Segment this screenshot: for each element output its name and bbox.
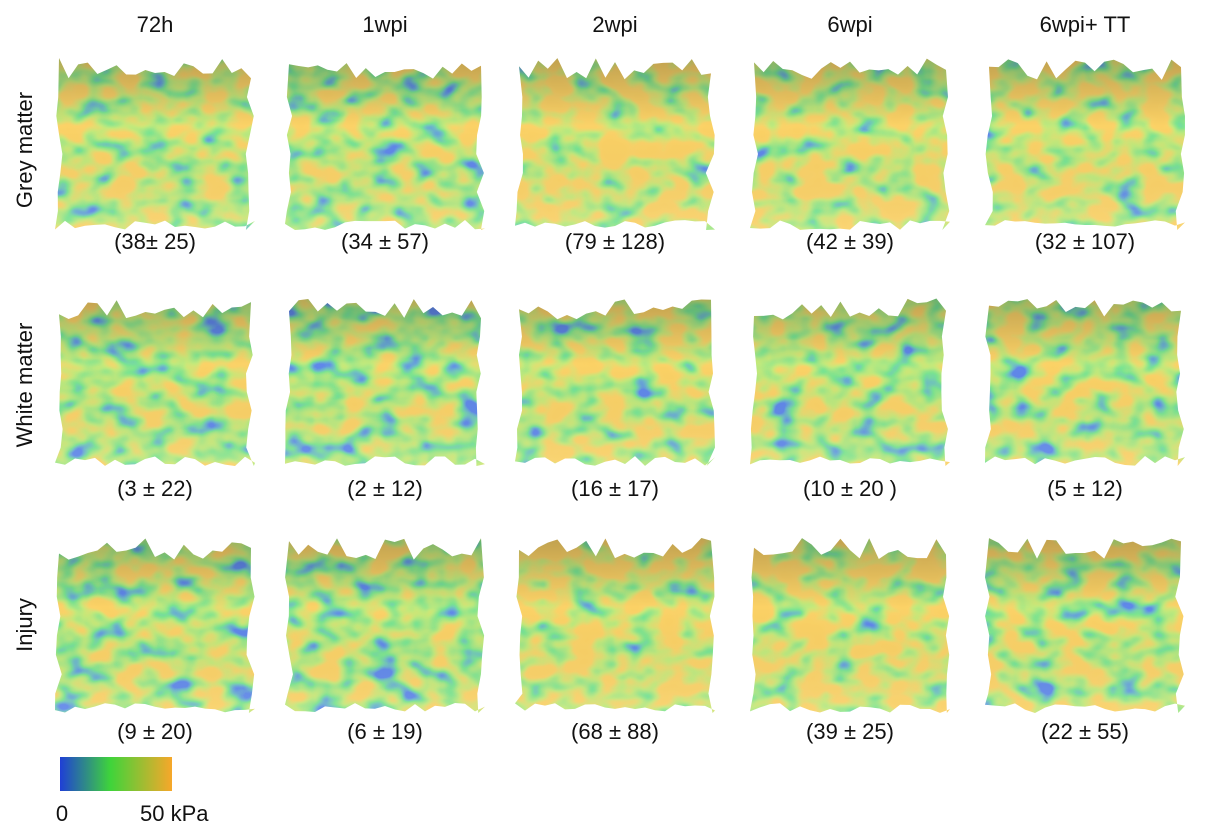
colorbar-max: 50 kPa (140, 801, 209, 826)
cell-caption: (42 ± 39) (806, 229, 894, 254)
stiffness-map (285, 63, 485, 230)
stiffness-map (515, 58, 715, 230)
stiffness-map (285, 298, 485, 466)
stiffness-map (285, 538, 485, 713)
cell-caption: (10 ± 20 ) (803, 476, 897, 501)
stiffness-map (55, 538, 255, 713)
cell-caption: (6 ± 19) (347, 719, 423, 744)
cell-caption: (39 ± 25) (806, 719, 894, 744)
cell-caption: (32 ± 107) (1035, 229, 1135, 254)
colorbar-min: 0 (56, 801, 68, 826)
cell-caption: (16 ± 17) (571, 476, 659, 501)
colorbar (60, 757, 172, 791)
cell-caption: (79 ± 128) (565, 229, 665, 254)
stiffness-map (985, 59, 1185, 230)
column-header: 6wpi+ TT (1040, 12, 1131, 37)
cell-caption: (2 ± 12) (347, 476, 423, 501)
column-header: 2wpi (592, 12, 637, 37)
stiffness-map (515, 299, 715, 466)
stiffness-map (750, 538, 950, 713)
column-header: 6wpi (827, 12, 872, 37)
stiffness-map (55, 300, 255, 466)
column-header: 1wpi (362, 12, 407, 37)
cell-caption: (68 ± 88) (571, 719, 659, 744)
stiffness-map (55, 58, 255, 230)
stiffness-map (515, 538, 715, 713)
stiffness-map (985, 299, 1185, 466)
column-header: 72h (137, 12, 174, 37)
stiffness-map (750, 298, 950, 466)
row-label: Injury (12, 598, 37, 652)
cell-caption: (22 ± 55) (1041, 719, 1129, 744)
cell-caption: (5 ± 12) (1047, 476, 1123, 501)
cell-caption: (3 ± 22) (117, 476, 193, 501)
cell-caption: (34 ± 57) (341, 229, 429, 254)
stiffness-map (750, 58, 950, 230)
cell-caption: (9 ± 20) (117, 719, 193, 744)
row-label: White matter (12, 323, 37, 448)
stiffness-map (985, 538, 1185, 713)
row-label: Grey matter (12, 92, 37, 208)
cell-caption: (38± 25) (114, 229, 196, 254)
